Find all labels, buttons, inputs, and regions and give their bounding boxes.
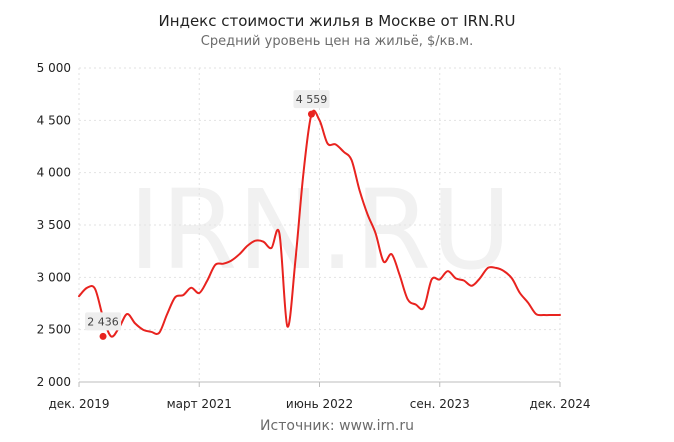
annotations: 2 436 4 559 [85, 90, 330, 340]
series-line [78, 109, 561, 338]
y-tick-label: 3 500 [37, 218, 71, 232]
x-tick-label: дек. 2024 [529, 397, 590, 411]
x-tick-label: дек. 2019 [48, 397, 109, 411]
chart-title: Индекс стоимости жилья в Москве от IRN.R… [158, 12, 516, 30]
annotation-box [293, 90, 330, 109]
annotation-point [307, 110, 315, 118]
y-tick-label: 4 000 [37, 166, 71, 180]
annotation-label: 4 559 [296, 93, 328, 106]
x-tick-label: сен. 2023 [410, 397, 470, 411]
annotation-box [85, 312, 122, 331]
source-note: Источник: www.irn.ru [260, 418, 414, 434]
x-tick-label: июнь 2022 [286, 397, 353, 411]
annotation-point [99, 332, 107, 340]
y-tick-label: 5 000 [37, 61, 71, 75]
annotation-label: 2 436 [87, 315, 119, 328]
x-tick-label: март 2021 [167, 397, 232, 411]
chart-subtitle: Средний уровень цен на жильё, $/кв.м. [200, 34, 474, 49]
grid-lines [78, 67, 561, 383]
y-tick-label: 3 000 [37, 270, 71, 284]
y-axis: 2 000 2 500 3 000 3 500 4 000 4 500 5 000 [37, 61, 71, 389]
x-axis: дек. 2019 март 2021 июнь 2022 сен. 2023 дек.… [48, 382, 591, 411]
y-tick-label: 4 500 [37, 113, 71, 127]
y-tick-label: 2 500 [37, 323, 71, 337]
y-tick-label: 2 000 [37, 375, 71, 389]
